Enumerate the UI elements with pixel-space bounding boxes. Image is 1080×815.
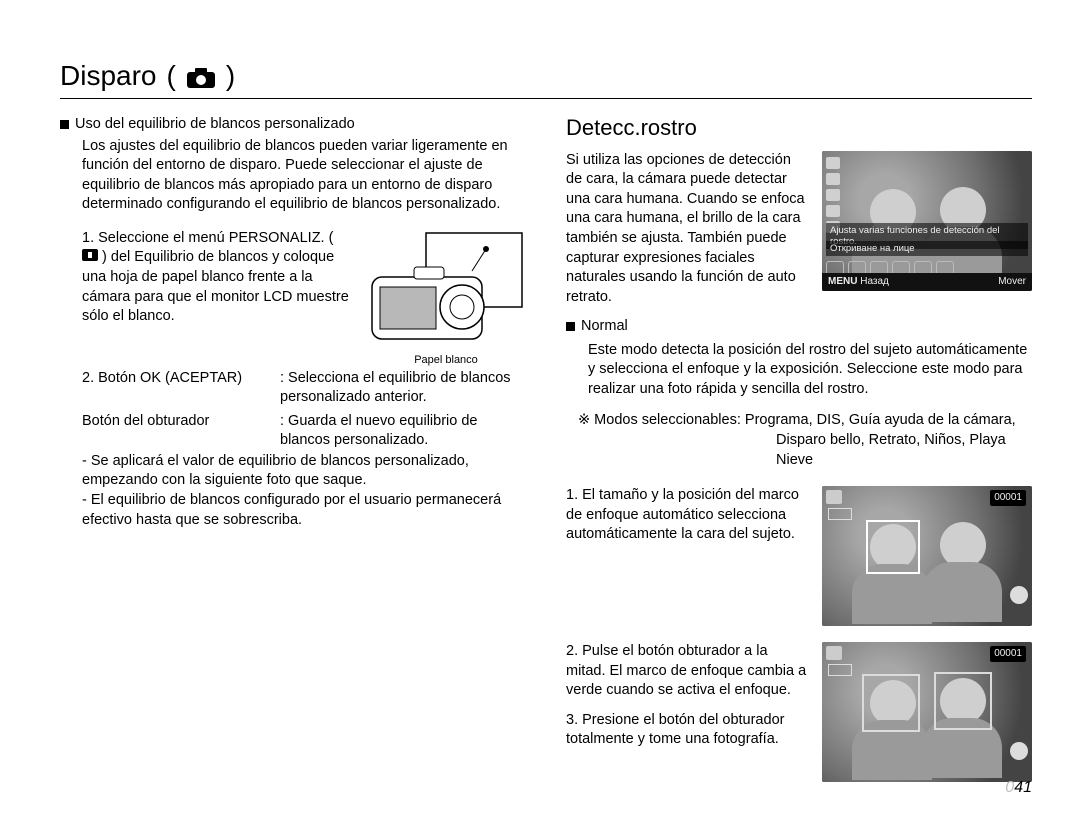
camera-icon (186, 60, 216, 92)
page-number-value: 41 (1014, 779, 1032, 796)
illustration-caption: Papel blanco (366, 353, 526, 368)
manual-page: Disparo ( ) Uso del equilibrio de blanco… (0, 0, 1080, 815)
mode-icon (826, 490, 842, 504)
lcd-step1-screenshot: 00001 (822, 486, 1032, 626)
title-open-paren: ( (166, 60, 175, 92)
lcd-menu-screenshot: Ajusta varias funciones de detección del… (822, 151, 1032, 291)
lcd-move-label: Mover (998, 275, 1026, 289)
fd-step-2-3: 2. Pulse el botón obturador a la mitad. … (566, 642, 1032, 782)
left-dash-2: - El equilibrio de blancos configurado p… (82, 491, 526, 530)
step1-row: 1. Seleccione el menú PERSONALIZ. ( ) de… (60, 229, 526, 368)
btn-shutter-label: Botón del obturador (82, 411, 272, 452)
face-icon (1010, 586, 1028, 604)
shot-counter: 00001 (990, 490, 1026, 506)
fd-step-1: 1. El tamaño y la posición del marco de … (566, 486, 1032, 626)
two-column-layout: Uso del equilibrio de blancos personaliz… (60, 113, 1032, 782)
face-focus-box-1 (862, 674, 920, 732)
step1-pre: 1. Seleccione el menú PERSONALIZ. ( (82, 230, 333, 246)
step1-post: ) del Equilibrio de blancos y coloque un… (82, 249, 349, 324)
face-focus-box-2 (934, 672, 992, 730)
step1-text: 1. Seleccione el menú PERSONALIZ. ( ) de… (82, 229, 352, 327)
lcd-menu-key: MENU (828, 276, 857, 287)
button-definitions: 2. Botón OK (ACEPTAR) : Selecciona el eq… (82, 368, 526, 452)
left-intro: Los ajustes del equilibrio de blancos pu… (82, 137, 526, 215)
left-dash-1: - Se aplicará el valor de equilibrio de … (82, 452, 526, 491)
title-text: Disparo (60, 60, 156, 92)
lcd-bottom-bar: MENU Назад Mover (822, 273, 1032, 291)
title-close-paren: ) (226, 60, 235, 92)
normal-body: Este modo detecta la posición del rostro… (588, 341, 1032, 400)
face-focus-box (866, 520, 920, 574)
lcd-banner-2: Откриване на лице (826, 241, 1028, 256)
btn-shutter-value: : Guarda el nuevo equilibrio de blancos … (280, 411, 526, 452)
normal-title: Normal (581, 317, 628, 337)
btn-ok-label: 2. Botón OK (ACEPTAR) (82, 368, 272, 409)
fd-step-1-text: 1. El tamaño y la posición del marco de … (566, 486, 810, 545)
lcd-left-icons (826, 157, 840, 233)
battery-icon (828, 664, 852, 676)
fd-step-2-text: 2. Pulse el botón obturador a la mitad. … (566, 642, 810, 701)
camera-illustration: Papel blanco (366, 229, 526, 368)
page-title: Disparo ( ) (60, 60, 1032, 92)
face-detect-top-row: Si utiliza las opciones de detección de … (566, 151, 1032, 308)
fd-step-2-3-text: 2. Pulse el botón obturador a la mitad. … (566, 642, 810, 750)
modes-line1: ※ Modos seleccionables: Programa, DIS, G… (578, 411, 1032, 431)
title-rule (60, 98, 1032, 99)
measure-icon (82, 249, 102, 265)
btn-ok-value: : Selecciona el equilibrio de blancos pe… (280, 368, 526, 409)
left-bullet-title: Uso del equilibrio de blancos personaliz… (75, 115, 355, 135)
shot-counter: 00001 (990, 646, 1026, 662)
bullet-square-icon (60, 120, 69, 129)
face-icon (1010, 742, 1028, 760)
face-detect-intro: Si utiliza las opciones de detección de … (566, 151, 810, 308)
page-number-leading: 0 (1005, 779, 1014, 796)
lcd-back-label: Назад (860, 276, 889, 287)
normal-bullet: Normal (566, 317, 1032, 337)
mode-icon (826, 646, 842, 660)
left-bullet: Uso del equilibrio de blancos personaliz… (60, 115, 526, 135)
page-number: 041 (1005, 779, 1032, 797)
right-column: Detecc.rostro Si utiliza las opciones de… (566, 113, 1032, 782)
battery-icon (828, 508, 852, 520)
left-column: Uso del equilibrio de blancos personaliz… (60, 113, 526, 782)
fd-step-3-text: 3. Presione el botón del obturador total… (566, 711, 810, 750)
bullet-square-icon (566, 322, 575, 331)
lcd-step2-screenshot: 00001 (822, 642, 1032, 782)
modes-line2: Disparo bello, Retrato, Niños, Playa Nie… (776, 431, 1032, 470)
face-detect-heading: Detecc.rostro (566, 113, 1032, 143)
